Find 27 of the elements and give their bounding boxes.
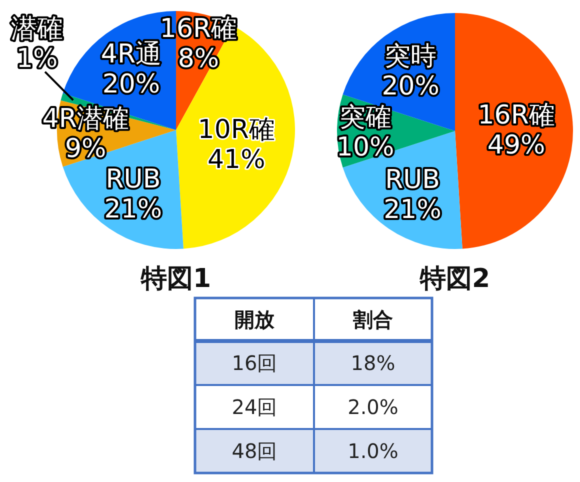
category-label: 48回 <box>232 439 278 463</box>
slice-label: 突確 <box>339 102 392 132</box>
text: 割合 <box>352 308 393 332</box>
slice-label: 潜確 <box>11 14 64 44</box>
slice-label: 10R確 <box>198 114 275 145</box>
category-label: 16回 <box>232 351 278 375</box>
data-label: 20% <box>102 70 160 100</box>
slice-label: 4R通 <box>100 40 162 70</box>
slice-label: 突時 <box>384 41 437 72</box>
slice-label: 16R確 <box>478 100 555 130</box>
slice-label: RUB <box>106 164 161 194</box>
data-label: 10% <box>336 132 394 162</box>
text: 特図1 <box>140 264 212 294</box>
text: 特図2 <box>418 264 490 294</box>
data-label: 1% <box>16 44 58 74</box>
data-label: 21% <box>104 194 162 224</box>
text: 開放 <box>234 308 276 332</box>
data-label: 41% <box>207 144 266 175</box>
data-label: 1.0% <box>348 439 398 463</box>
data-label: 20% <box>382 71 440 102</box>
category-label: 24回 <box>232 395 278 419</box>
data-label: 18% <box>350 351 396 375</box>
slice-label: RUB <box>385 164 440 195</box>
data-label: 49% <box>487 130 546 160</box>
data-label: 9% <box>64 134 106 164</box>
data-label: 2.0% <box>348 395 398 419</box>
data-label: 21% <box>384 194 442 225</box>
